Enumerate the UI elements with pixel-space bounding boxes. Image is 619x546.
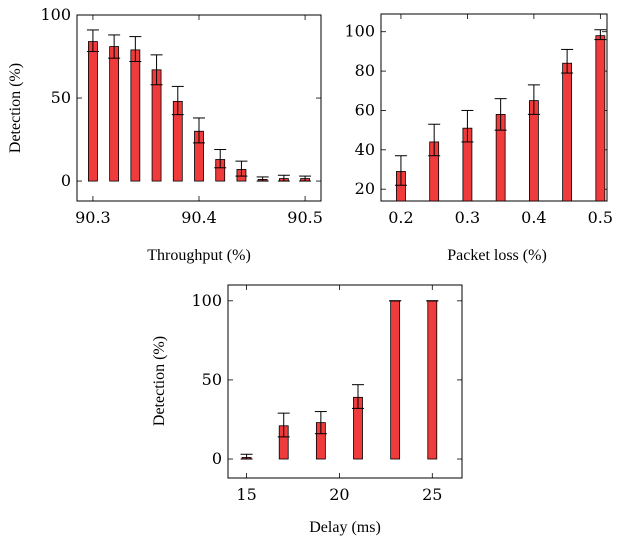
bar bbox=[109, 46, 120, 182]
plot-frame bbox=[380, 13, 608, 202]
bar bbox=[562, 62, 573, 202]
x-tick-label: 25 bbox=[422, 485, 442, 504]
bar bbox=[595, 35, 606, 202]
y-axis-label: Detection (%) bbox=[151, 336, 168, 426]
x-tick-label: 15 bbox=[236, 485, 256, 504]
x-axis-label: Packet loss (%) bbox=[447, 247, 547, 264]
x-tick-label: 90.5 bbox=[287, 208, 323, 227]
y-tick-label: 40 bbox=[355, 140, 375, 159]
x-tick-label: 20 bbox=[329, 485, 349, 504]
x-tick-label: 90.4 bbox=[181, 208, 217, 227]
y-tick-label: 0 bbox=[212, 449, 222, 468]
bar bbox=[88, 41, 98, 182]
delay-chart: 0 50 100 15 20 25 Delay (ms) Detection (%) bbox=[151, 284, 463, 536]
y-tick-label: 80 bbox=[355, 61, 375, 80]
x-axis-label: Delay (ms) bbox=[309, 519, 381, 536]
bar bbox=[427, 300, 438, 460]
bar bbox=[528, 100, 539, 202]
x-tick-label: 0.3 bbox=[455, 208, 480, 227]
x-tick-label: 0.2 bbox=[388, 208, 413, 227]
x-tick-label: 90.3 bbox=[75, 208, 111, 227]
y-tick-label: 0 bbox=[61, 171, 71, 190]
y-axis-label: Detection (%) bbox=[7, 63, 24, 153]
y-tick-label: 50 bbox=[202, 370, 222, 389]
bar bbox=[151, 69, 162, 182]
y-tick-label: 100 bbox=[40, 5, 71, 24]
y-tick-label: 100 bbox=[344, 22, 375, 41]
x-axis-label: Throughput (%) bbox=[147, 247, 251, 264]
bar bbox=[390, 300, 401, 460]
plot-frame bbox=[227, 284, 463, 479]
packet-loss-chart: 20 40 60 80 100 0.2 0.3 0.4 0.5 Packet loss (%) bbox=[344, 13, 613, 264]
y-tick-label: 60 bbox=[355, 100, 375, 119]
y-tick-label: 100 bbox=[191, 291, 222, 310]
y-tick-label: 50 bbox=[51, 88, 71, 107]
x-tick-label: 0.5 bbox=[588, 208, 613, 227]
throughput-chart: 0 50 100 90.3 90.4 90.5 Throughput (%) Detect… bbox=[7, 5, 323, 264]
x-tick-label: 0.4 bbox=[521, 208, 546, 227]
bar bbox=[130, 49, 141, 182]
y-tick-label: 20 bbox=[355, 179, 375, 198]
